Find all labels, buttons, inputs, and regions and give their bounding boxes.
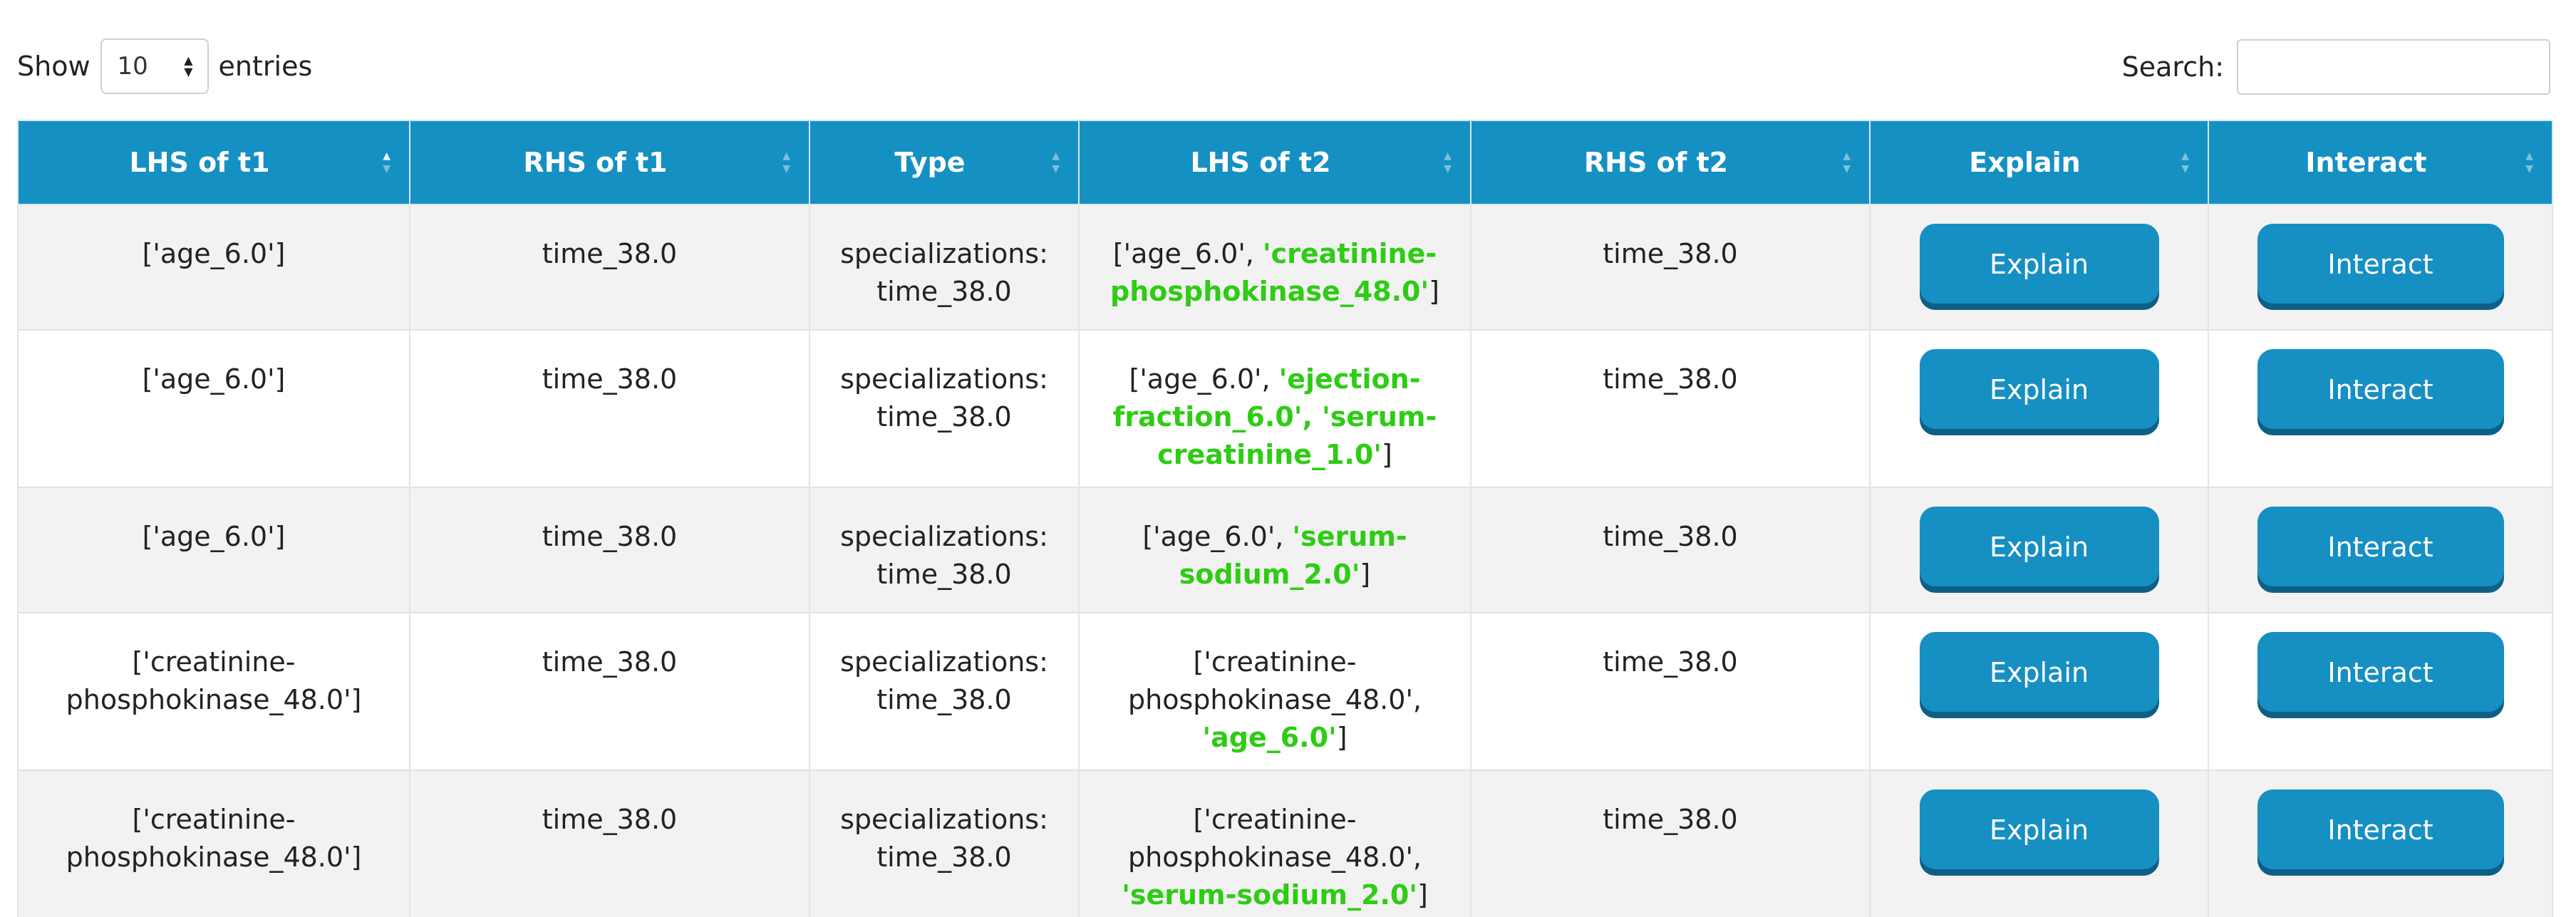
cell-explain: Explain	[1869, 613, 2209, 771]
explain-button[interactable]: Explain	[1919, 224, 2159, 304]
cell-rhs-t1: time_38.0	[409, 330, 810, 488]
lhs-t2-highlight: 'creatinine-phosphokinase_48.0'	[1110, 238, 1437, 307]
cell-lhs-t1: ['age_6.0']	[17, 204, 410, 331]
cell-type: specializations: time_38.0	[809, 770, 1080, 917]
lhs-t2-highlight: 'age_6.0'	[1202, 722, 1337, 753]
lhs-t2-suffix: ]	[1381, 439, 1392, 470]
interact-button[interactable]: Interact	[2257, 349, 2504, 429]
lhs-t2-suffix: ]	[1429, 276, 1439, 307]
sort-arrows-icon: ▲ ▼	[782, 150, 790, 175]
explain-button[interactable]: Explain	[1919, 632, 2159, 712]
interact-button[interactable]: Interact	[2257, 224, 2504, 304]
lhs-t2-highlight: 'ejection-fraction_6.0', 'serum-creatini…	[1112, 363, 1437, 470]
column-header-rhs-t2[interactable]: RHS of t2 ▲ ▼	[1470, 120, 1871, 205]
interact-button[interactable]: Interact	[2257, 507, 2504, 586]
lhs-t2-prefix: ['creatinine-phosphokinase_48.0',	[1128, 804, 1422, 873]
interact-button[interactable]: Interact	[2257, 632, 2504, 712]
cell-interact: Interact	[2208, 204, 2553, 331]
cell-rhs-t1: time_38.0	[409, 204, 810, 331]
cell-explain: Explain	[1869, 204, 2209, 331]
column-header-label: RHS of t1	[523, 147, 668, 178]
cell-lhs-t2: ['creatinine-phosphokinase_48.0', 'age_6…	[1078, 613, 1471, 771]
entries-label: entries	[218, 51, 313, 82]
cell-lhs-t1: ['creatinine-phosphokinase_48.0']	[17, 613, 410, 771]
lhs-t2-highlight: 'serum-sodium_2.0'	[1122, 879, 1417, 911]
select-arrows-icon: ▲ ▼	[184, 53, 193, 78]
column-header-label: LHS of t1	[129, 147, 270, 178]
column-header-label: Explain	[1969, 147, 2081, 178]
cell-rhs-t1: time_38.0	[409, 770, 810, 917]
cell-explain: Explain	[1869, 487, 2209, 613]
cell-rhs-t1: time_38.0	[409, 487, 810, 613]
column-header-type[interactable]: Type ▲ ▼	[809, 120, 1080, 205]
column-header-lhs-t2[interactable]: LHS of t2 ▲ ▼	[1078, 120, 1471, 205]
lhs-t2-prefix: ['age_6.0',	[1112, 238, 1263, 269]
cell-interact: Interact	[2208, 613, 2553, 771]
table-row: ['creatinine-phosphokinase_48.0'] time_3…	[17, 770, 2553, 917]
explain-button[interactable]: Explain	[1919, 507, 2159, 586]
cell-interact: Interact	[2208, 487, 2553, 613]
entries-select-value: 10	[117, 52, 148, 81]
interact-button[interactable]: Interact	[2257, 789, 2504, 869]
cell-lhs-t2: ['age_6.0', 'serum-sodium_2.0']	[1078, 487, 1471, 613]
sort-arrows-icon: ▲ ▼	[383, 150, 390, 175]
lhs-t2-suffix: ]	[1360, 559, 1371, 590]
column-header-rhs-t1[interactable]: RHS of t1 ▲ ▼	[409, 120, 810, 205]
table-controls: Show 10 ▲ ▼ entries Search:	[0, 0, 2576, 120]
results-table: LHS of t1 ▲ ▼ RHS of t1 ▲ ▼ Type ▲ ▼ LHS of…	[17, 120, 2553, 917]
cell-rhs-t2: time_38.0	[1470, 204, 1871, 331]
explain-button[interactable]: Explain	[1919, 789, 2159, 869]
lhs-t2-prefix: ['creatinine-phosphokinase_48.0',	[1128, 646, 1422, 715]
column-header-label: LHS of t2	[1190, 147, 1331, 178]
column-header-explain[interactable]: Explain ▲ ▼	[1869, 120, 2209, 205]
sort-arrows-icon: ▲ ▼	[1843, 150, 1851, 175]
cell-rhs-t2: time_38.0	[1470, 613, 1871, 771]
cell-type: specializations: time_38.0	[809, 487, 1080, 613]
column-header-interact[interactable]: Interact ▲ ▼	[2208, 120, 2553, 205]
lhs-t2-prefix: ['age_6.0',	[1129, 363, 1279, 395]
cell-explain: Explain	[1869, 770, 2209, 917]
cell-lhs-t2: ['age_6.0', 'creatinine-phosphokinase_48…	[1078, 204, 1471, 331]
lhs-t2-suffix: ]	[1417, 879, 1428, 911]
cell-lhs-t1: ['age_6.0']	[17, 487, 410, 613]
table-row: ['creatinine-phosphokinase_48.0'] time_3…	[17, 613, 2553, 771]
lhs-t2-highlight: 'serum-sodium_2.0'	[1179, 521, 1407, 590]
lhs-t2-prefix: ['age_6.0',	[1142, 521, 1293, 552]
cell-lhs-t2: ['creatinine-phosphokinase_48.0', 'serum…	[1078, 770, 1471, 917]
column-header-label: RHS of t2	[1583, 147, 1729, 178]
sort-arrows-icon: ▲ ▼	[2181, 150, 2189, 175]
entries-select[interactable]: 10 ▲ ▼	[100, 38, 209, 94]
search-input[interactable]	[2237, 39, 2550, 95]
sort-arrows-icon: ▲ ▼	[1052, 150, 1060, 175]
search-filter: Search:	[2122, 38, 2550, 95]
table-row: ['age_6.0'] time_38.0 specializations: t…	[17, 487, 2553, 613]
column-header-lhs-t1[interactable]: LHS of t1 ▲ ▼	[17, 120, 410, 205]
explain-button[interactable]: Explain	[1919, 349, 2159, 429]
cell-rhs-t2: time_38.0	[1470, 330, 1871, 488]
search-label: Search:	[2121, 51, 2224, 83]
sort-arrows-icon: ▲ ▼	[2525, 150, 2533, 175]
show-label: Show	[17, 51, 90, 82]
table-row: ['age_6.0'] time_38.0 specializations: t…	[17, 204, 2553, 331]
cell-rhs-t1: time_38.0	[409, 613, 810, 771]
cell-explain: Explain	[1869, 330, 2209, 488]
table-row: ['age_6.0'] time_38.0 specializations: t…	[17, 330, 2553, 488]
lhs-t2-suffix: ]	[1336, 722, 1348, 753]
cell-type: specializations: time_38.0	[809, 204, 1080, 331]
cell-rhs-t2: time_38.0	[1470, 487, 1871, 613]
length-menu: Show 10 ▲ ▼ entries	[17, 38, 312, 94]
column-header-label: Interact	[2305, 147, 2427, 178]
cell-lhs-t2: ['age_6.0', 'ejection-fraction_6.0', 'se…	[1078, 330, 1471, 488]
column-header-label: Type	[894, 147, 966, 178]
sort-arrows-icon: ▲ ▼	[1444, 150, 1452, 175]
results-table-wrapper: LHS of t1 ▲ ▼ RHS of t1 ▲ ▼ Type ▲ ▼ LHS of…	[17, 120, 2553, 917]
cell-interact: Interact	[2208, 770, 2553, 917]
cell-lhs-t1: ['creatinine-phosphokinase_48.0']	[17, 770, 410, 917]
cell-type: specializations: time_38.0	[809, 613, 1080, 771]
cell-type: specializations: time_38.0	[809, 330, 1080, 488]
cell-lhs-t1: ['age_6.0']	[17, 330, 410, 488]
cell-rhs-t2: time_38.0	[1470, 770, 1871, 917]
table-header-row: LHS of t1 ▲ ▼ RHS of t1 ▲ ▼ Type ▲ ▼ LHS of…	[17, 120, 2553, 205]
cell-interact: Interact	[2208, 330, 2553, 488]
